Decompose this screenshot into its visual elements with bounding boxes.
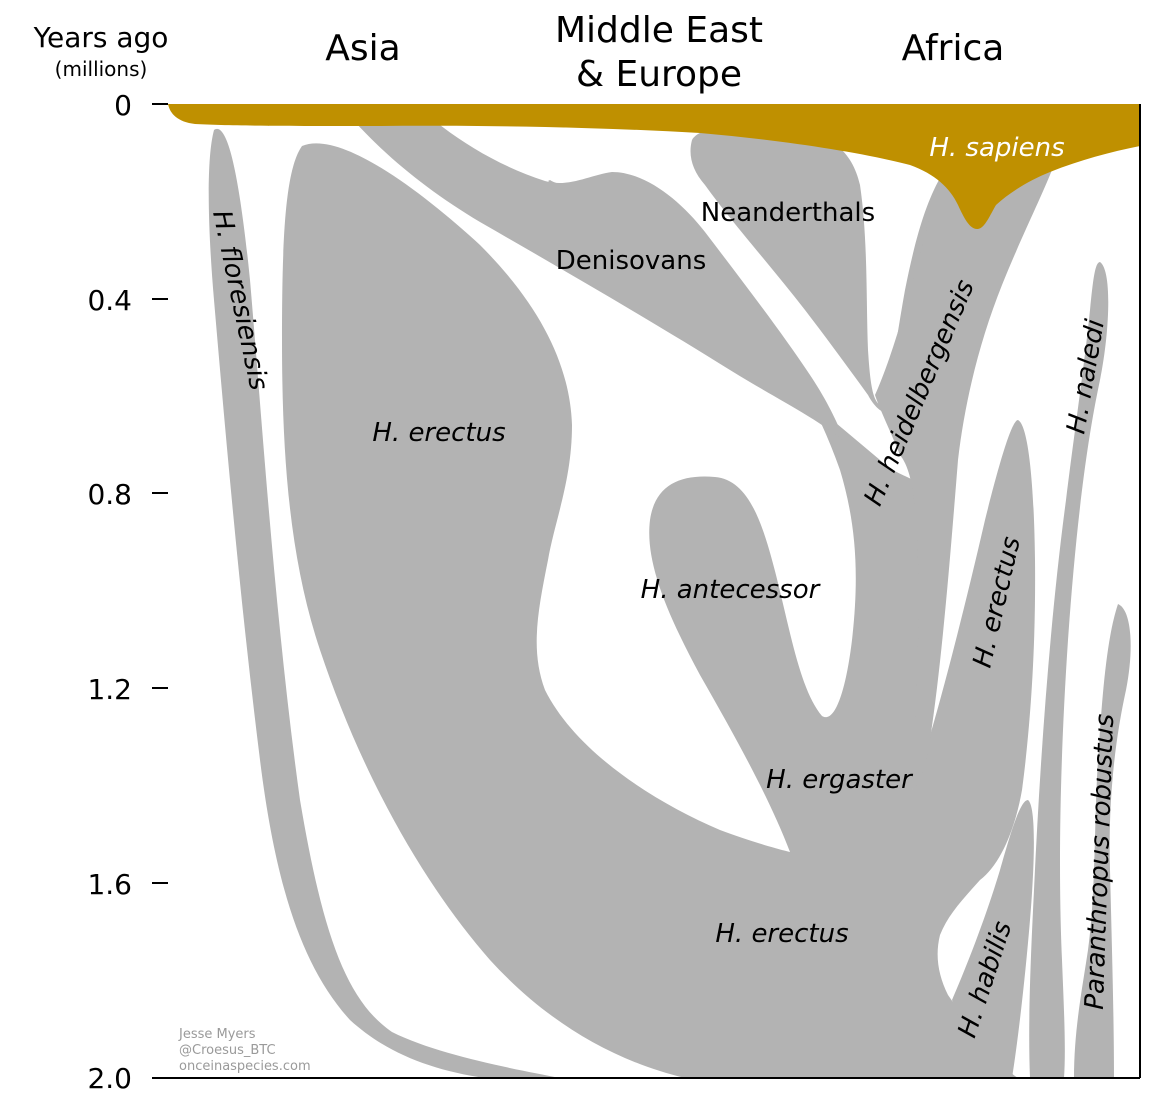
label-antecessor: H. antecessor bbox=[641, 575, 822, 605]
tick-label: 1.6 bbox=[87, 868, 132, 901]
axis-unit: (millions) bbox=[55, 57, 148, 81]
tick-label: 0.4 bbox=[87, 284, 132, 317]
credit-handle: @Croesus_BTC bbox=[179, 1043, 276, 1058]
credit-author: Jesse Myers bbox=[178, 1027, 256, 1042]
branch-habilis bbox=[952, 800, 1034, 1078]
branch-erectus-main bbox=[282, 143, 1036, 1078]
region-africa: Africa bbox=[902, 28, 1005, 69]
tick-label: 0 bbox=[114, 89, 132, 122]
tick-label: 1.2 bbox=[87, 673, 132, 706]
branch-heidelbergensis bbox=[875, 170, 1052, 790]
label-neanderthals: Neanderthals bbox=[701, 198, 875, 228]
label-erectus-base: H. erectus bbox=[715, 919, 848, 949]
tick-label: 0.8 bbox=[87, 478, 132, 511]
axis-title: Years ago bbox=[33, 21, 169, 54]
branch-naledi bbox=[1029, 262, 1109, 1078]
label-sapiens: H. sapiens bbox=[929, 133, 1064, 163]
label-paranthropus: Paranthropus robustus bbox=[1080, 713, 1120, 1010]
region-middle-east: Middle East bbox=[555, 10, 763, 51]
branch-paranthropus bbox=[1074, 604, 1131, 1078]
label-erectus-asia: H. erectus bbox=[372, 418, 505, 448]
label-ergaster: H. ergaster bbox=[766, 765, 914, 795]
tick-label: 2.0 bbox=[87, 1062, 132, 1095]
label-naledi: H. naledi bbox=[1061, 316, 1111, 436]
label-denisovans: Denisovans bbox=[556, 246, 707, 276]
branch-floresiensis bbox=[208, 128, 560, 1079]
region-europe: & Europe bbox=[576, 54, 742, 95]
region-asia: Asia bbox=[325, 28, 400, 69]
branch-sapiens bbox=[168, 104, 1140, 230]
credit-site: onceinaspecies.com bbox=[179, 1059, 311, 1074]
branch-denisovans bbox=[355, 122, 845, 442]
